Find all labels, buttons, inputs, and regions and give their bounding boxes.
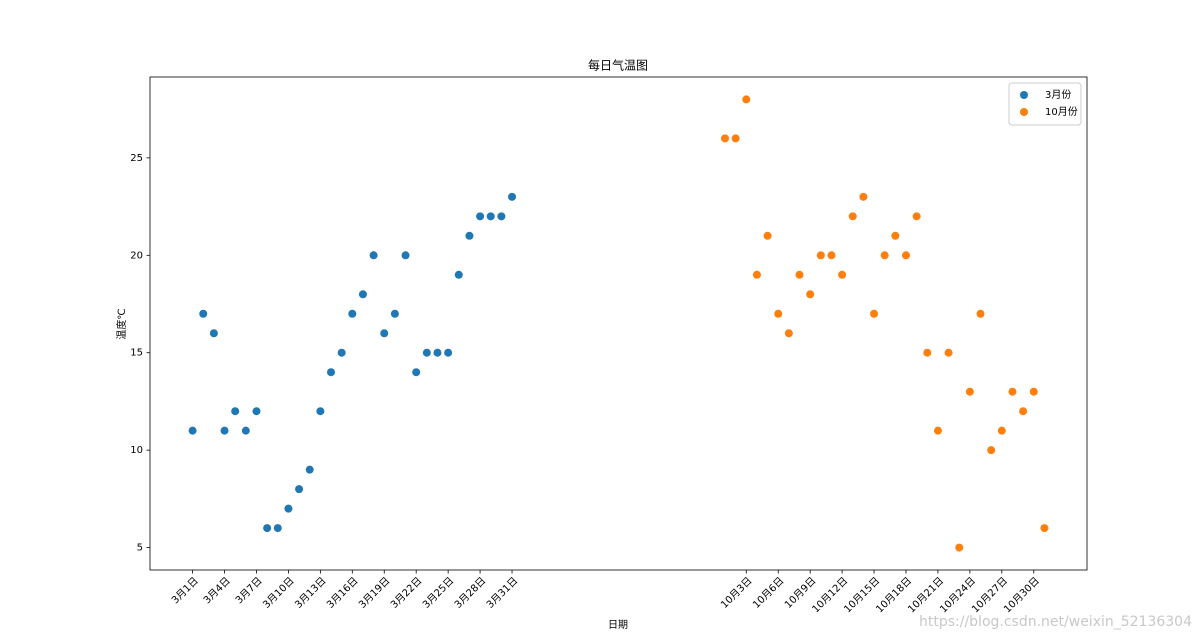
data-point: [305, 465, 314, 474]
watermark: https://blog.csdn.net/weixin_52136304: [919, 614, 1192, 630]
data-point: [1019, 407, 1028, 416]
y-tick-label: 20: [130, 250, 143, 261]
plot-frame: [149, 76, 1088, 571]
data-point: [848, 212, 857, 221]
data-point: [231, 407, 240, 416]
data-point: [933, 426, 942, 435]
data-point: [263, 524, 272, 533]
legend-label: 3月份: [1045, 89, 1071, 101]
data-point: [358, 290, 367, 299]
data-point: [199, 309, 208, 318]
data-point: [412, 368, 421, 377]
legend: 3月份 10月份: [1008, 82, 1082, 126]
data-point: [976, 309, 985, 318]
data-point: [720, 134, 729, 143]
data-point: [380, 329, 389, 338]
data-point: [806, 290, 815, 299]
data-point: [955, 543, 964, 552]
y-tick-label: 15: [130, 348, 143, 359]
y-axis-label: 温度℃: [115, 308, 128, 339]
data-point: [838, 270, 847, 279]
data-point: [454, 270, 463, 279]
data-point: [401, 251, 410, 260]
data-point: [433, 348, 442, 357]
data-point: [422, 348, 431, 357]
data-point: [859, 192, 868, 201]
data-point: [1008, 387, 1017, 396]
data-point: [497, 212, 506, 221]
data-point: [901, 251, 910, 260]
data-point: [220, 426, 229, 435]
data-point: [369, 251, 378, 260]
data-point: [295, 485, 304, 494]
data-point: [390, 309, 399, 318]
data-point: [891, 231, 900, 240]
data-point: [827, 251, 836, 260]
data-point: [795, 270, 804, 279]
data-point: [997, 426, 1006, 435]
data-point: [731, 134, 740, 143]
data-point: [987, 446, 996, 455]
x-axis-label: 日期: [608, 619, 628, 631]
data-point: [209, 329, 218, 338]
data-point: [188, 426, 197, 435]
data-point: [273, 524, 282, 533]
data-point: [880, 251, 889, 260]
data-point: [742, 95, 751, 104]
data-point: [327, 368, 336, 377]
data-point: [784, 329, 793, 338]
legend-marker: [1020, 91, 1028, 99]
data-point: [1029, 387, 1038, 396]
data-point: [252, 407, 261, 416]
data-point: [912, 212, 921, 221]
data-point: [774, 309, 783, 318]
data-point: [465, 231, 474, 240]
y-tick-label: 10: [130, 445, 143, 456]
chart-title: 每日气温图: [588, 58, 648, 73]
data-point: [508, 192, 517, 201]
data-point: [444, 348, 453, 357]
data-point: [337, 348, 346, 357]
data-point: [241, 426, 250, 435]
data-point: [870, 309, 879, 318]
data-point: [348, 309, 357, 318]
data-point: [486, 212, 495, 221]
data-point: [476, 212, 485, 221]
data-point: [316, 407, 325, 416]
data-point: [763, 231, 772, 240]
data-point: [1040, 524, 1049, 533]
legend-label: 10月份: [1045, 106, 1078, 118]
y-tick-label: 25: [130, 153, 143, 164]
data-point: [816, 251, 825, 260]
data-point: [944, 348, 953, 357]
data-point: [284, 504, 293, 513]
data-point: [965, 387, 974, 396]
legend-marker: [1020, 108, 1028, 116]
data-point: [923, 348, 932, 357]
data-point: [752, 270, 761, 279]
y-tick-label: 5: [137, 543, 143, 554]
